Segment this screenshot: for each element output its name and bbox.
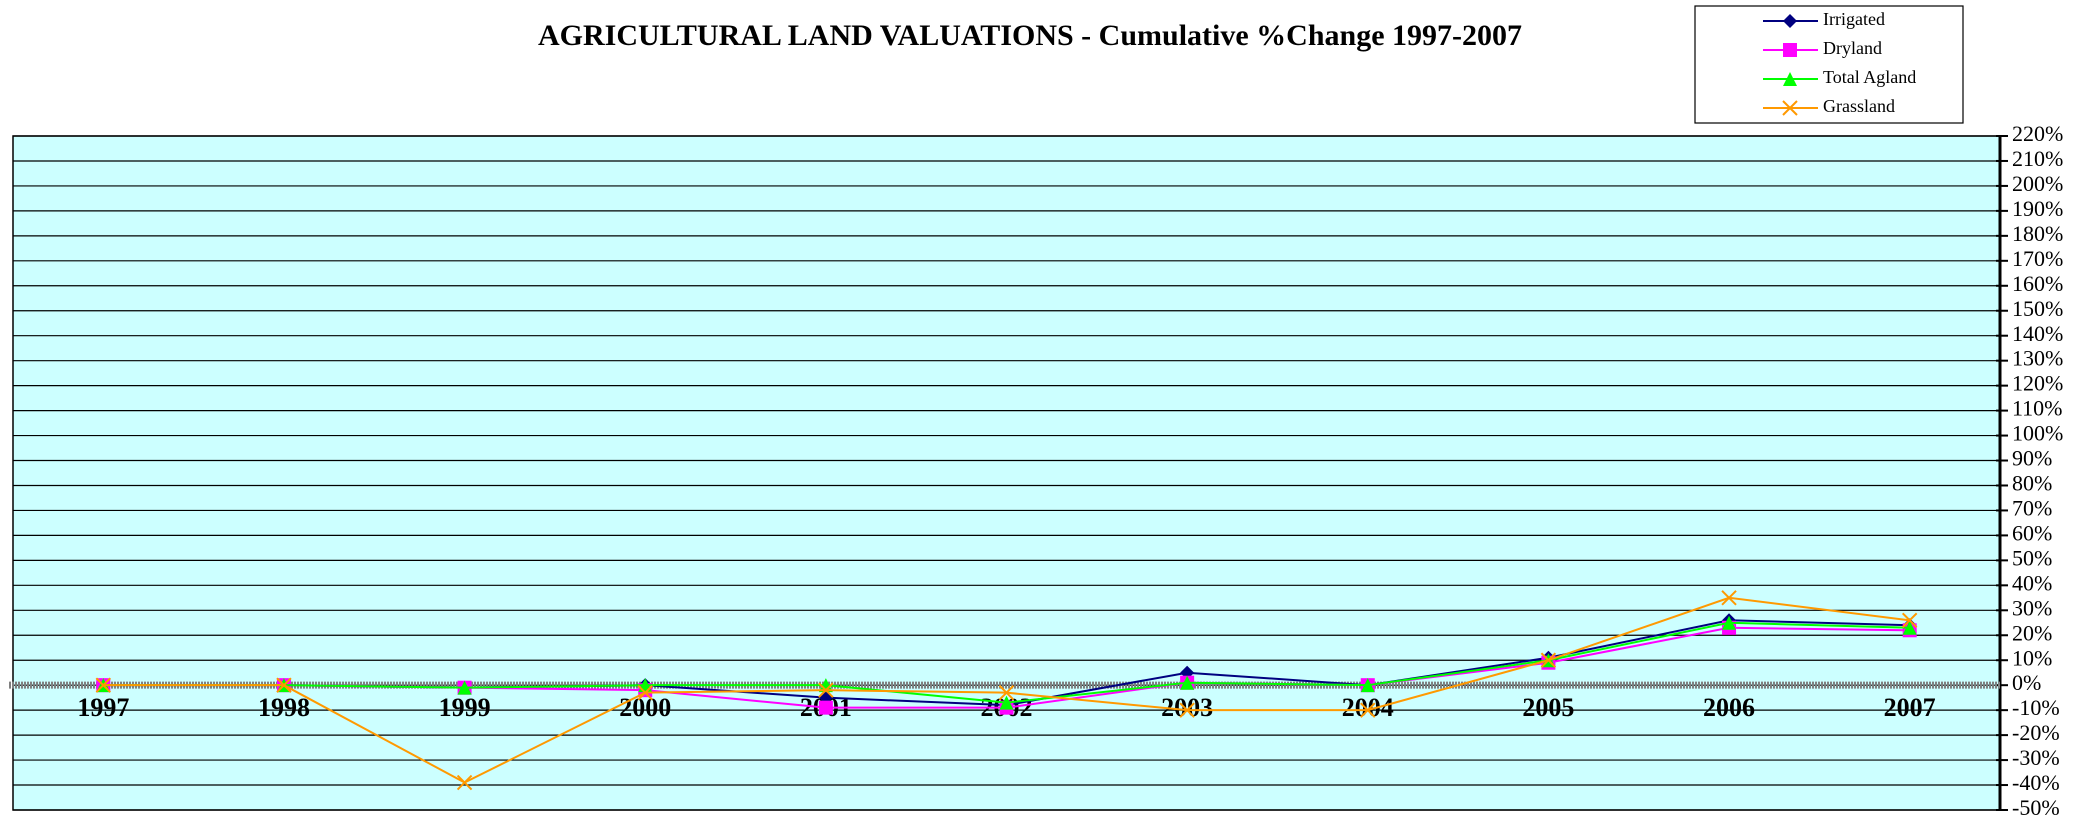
y-tick-label: 10%	[2012, 645, 2052, 670]
y-tick-label: -20%	[2012, 720, 2060, 745]
marker	[1179, 702, 1195, 718]
y-tick-label: 60%	[2012, 520, 2052, 545]
x-tick-label: 2000	[619, 693, 671, 722]
y-tick-label: 110%	[2012, 396, 2063, 421]
marker	[998, 684, 1015, 701]
y-tick-label: 90%	[2012, 446, 2052, 471]
marker	[1901, 612, 1918, 628]
y-tick-label: 40%	[2012, 570, 2052, 595]
marker	[1783, 14, 1797, 28]
marker	[1783, 43, 1797, 57]
marker	[456, 774, 473, 791]
y-tick-label: 100%	[2012, 421, 2063, 446]
y-tick-label: 220%	[2012, 121, 2063, 146]
x-tick-label: 2005	[1522, 693, 1574, 722]
marker	[1180, 675, 1195, 690]
marker	[1722, 615, 1737, 630]
y-tick-label: 80%	[2012, 471, 2052, 496]
y-tick-label: 150%	[2012, 296, 2063, 321]
marker	[276, 677, 292, 693]
x-tick-label: 2007	[1884, 693, 1936, 722]
y-tick-label: 0%	[2012, 670, 2041, 695]
x-tick-label: 2004	[1342, 693, 1394, 722]
marker	[1540, 652, 1557, 668]
x-tick-label: 1997	[77, 693, 129, 722]
y-tick-label: 30%	[2012, 595, 2052, 620]
y-tick-label: 70%	[2012, 495, 2052, 520]
y-tick-label: 130%	[2012, 346, 2063, 371]
y-tick-label: -10%	[2012, 695, 2060, 720]
marker	[818, 700, 833, 715]
y-tick-label: 190%	[2012, 196, 2063, 221]
legend-label: Total Agland	[1823, 67, 1916, 87]
marker	[1360, 702, 1376, 718]
y-tick-label: 140%	[2012, 321, 2063, 346]
marker	[1783, 72, 1797, 86]
marker	[1902, 620, 1917, 635]
marker	[818, 682, 834, 698]
y-tick-label: 210%	[2012, 146, 2063, 171]
y-tick-label: 180%	[2012, 221, 2063, 246]
marker	[457, 680, 472, 695]
y-tick-label: -30%	[2012, 745, 2060, 770]
y-tick-label: 20%	[2012, 620, 2052, 645]
marker	[999, 695, 1014, 710]
legend-label: Irrigated	[1823, 9, 1885, 29]
y-tick-label: 120%	[2012, 371, 2063, 396]
y-tick-label: -50%	[2012, 795, 2060, 820]
legend-label: Dryland	[1823, 38, 1882, 58]
y-tick-label: 170%	[2012, 246, 2063, 271]
y-tick-label: 200%	[2012, 171, 2063, 196]
marker	[637, 684, 653, 701]
marker	[95, 677, 112, 693]
marker	[1721, 590, 1737, 606]
marker	[1360, 678, 1375, 693]
marker	[1782, 100, 1798, 116]
x-tick-label: 1998	[258, 693, 310, 722]
x-tick-label: 2006	[1703, 693, 1755, 722]
y-tick-label: 50%	[2012, 545, 2052, 570]
legend-label: Grassland	[1823, 96, 1895, 116]
y-tick-label: -40%	[2012, 770, 2060, 795]
legend-box	[1694, 5, 1964, 124]
chart-title: AGRICULTURAL LAND VALUATIONS - Cumulativ…	[538, 19, 1522, 52]
marker	[818, 678, 833, 693]
y-tick-label: 160%	[2012, 271, 2063, 296]
x-tick-label: 1999	[439, 693, 491, 722]
